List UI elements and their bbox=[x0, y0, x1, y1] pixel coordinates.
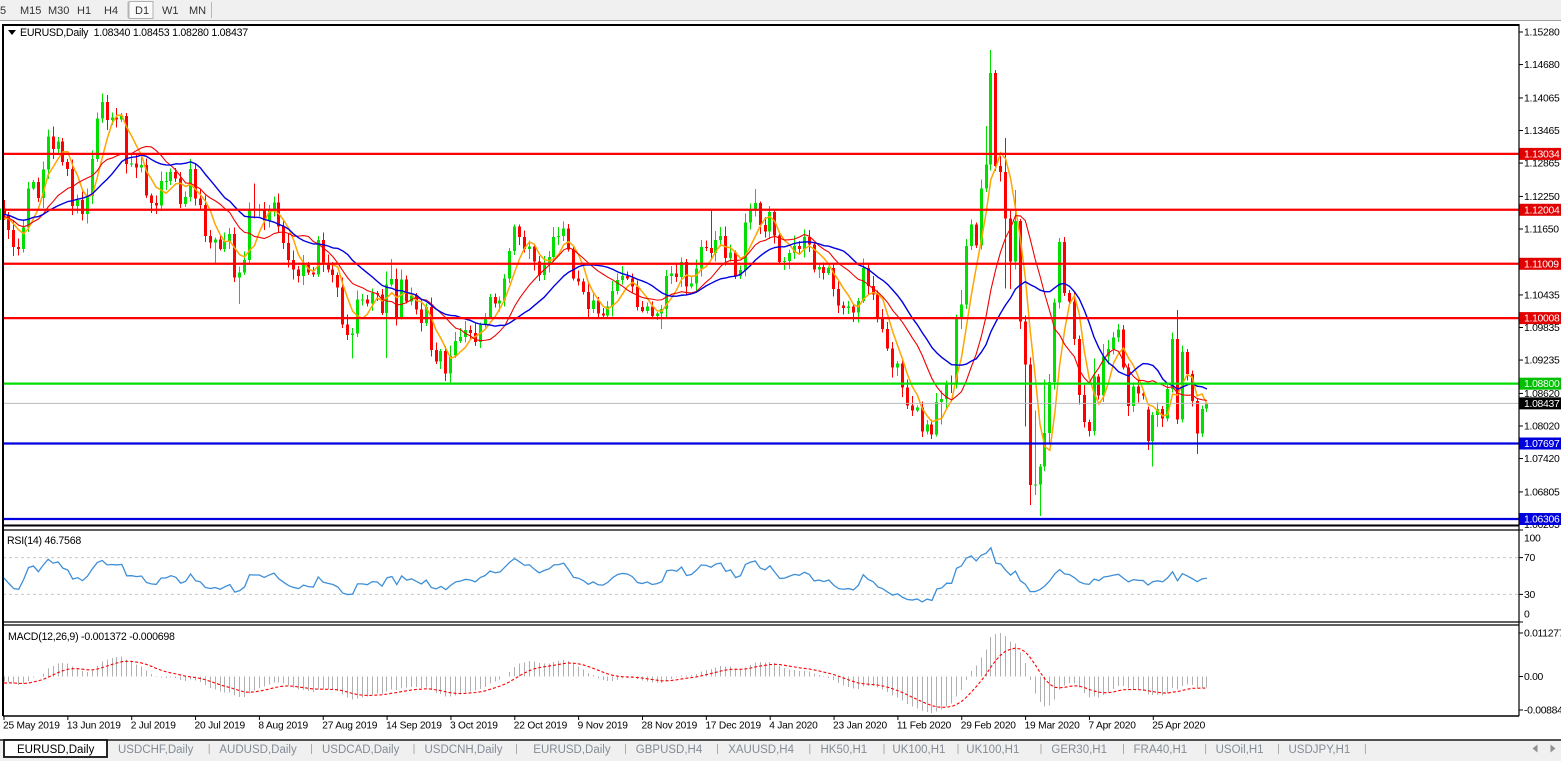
svg-text:27 Aug 2019: 27 Aug 2019 bbox=[322, 721, 378, 732]
svg-text:EURUSD,Daily 1.08340 1.08453: EURUSD,Daily 1.08340 1.08453 1.08280 1.0… bbox=[20, 27, 248, 39]
svg-text:H1: H1 bbox=[77, 5, 91, 17]
svg-text:GBPUSD,H4: GBPUSD,H4 bbox=[636, 744, 703, 756]
svg-text:MN: MN bbox=[189, 5, 206, 17]
svg-text:EURUSD,Daily: EURUSD,Daily bbox=[533, 744, 611, 756]
svg-text:1.08437: 1.08437 bbox=[1524, 399, 1560, 410]
svg-text:17 Dec 2019: 17 Dec 2019 bbox=[705, 721, 761, 732]
svg-text:1.07697: 1.07697 bbox=[1524, 439, 1560, 450]
svg-text:MACD(12,26,9) -0.001372 -0.000: MACD(12,26,9) -0.001372 -0.000698 bbox=[8, 631, 175, 643]
svg-text:2 Jul 2019: 2 Jul 2019 bbox=[131, 721, 177, 732]
svg-text:1.06205: 1.06205 bbox=[1524, 520, 1560, 531]
svg-text:25 May 2019: 25 May 2019 bbox=[3, 721, 60, 732]
svg-text:22 Oct 2019: 22 Oct 2019 bbox=[514, 721, 568, 732]
svg-text:100: 100 bbox=[1524, 534, 1541, 545]
svg-text:1.08020: 1.08020 bbox=[1524, 421, 1560, 432]
svg-text:RSI(14) 46.7568: RSI(14) 46.7568 bbox=[7, 535, 81, 547]
svg-text:0: 0 bbox=[1524, 610, 1530, 621]
svg-text:20 Jul 2019: 20 Jul 2019 bbox=[195, 721, 246, 732]
svg-text:7 Apr 2020: 7 Apr 2020 bbox=[1088, 721, 1136, 732]
svg-text:1.11650: 1.11650 bbox=[1524, 224, 1559, 235]
svg-text:1.14680: 1.14680 bbox=[1524, 60, 1560, 71]
svg-text:-0.008845: -0.008845 bbox=[1524, 706, 1561, 717]
svg-text:H4: H4 bbox=[104, 5, 118, 17]
svg-text:14 Sep 2019: 14 Sep 2019 bbox=[386, 721, 442, 732]
svg-text:XAUUSD,H4: XAUUSD,H4 bbox=[728, 744, 794, 756]
svg-text:28 Nov 2019: 28 Nov 2019 bbox=[642, 721, 698, 732]
svg-text:0.00: 0.00 bbox=[1524, 672, 1544, 683]
svg-text:1.12004: 1.12004 bbox=[1524, 205, 1560, 216]
svg-text:29 Feb 2020: 29 Feb 2020 bbox=[961, 721, 1017, 732]
svg-text:1.14065: 1.14065 bbox=[1524, 93, 1560, 104]
svg-text:70: 70 bbox=[1524, 553, 1535, 564]
svg-text:1.10435: 1.10435 bbox=[1524, 290, 1560, 301]
svg-text:1.13034: 1.13034 bbox=[1524, 149, 1560, 160]
svg-text:3 Oct 2019: 3 Oct 2019 bbox=[450, 721, 498, 732]
svg-text:AUDUSD,Daily: AUDUSD,Daily bbox=[219, 744, 297, 756]
svg-text:0.011277: 0.011277 bbox=[1524, 629, 1561, 640]
svg-text:1.12250: 1.12250 bbox=[1524, 192, 1560, 203]
svg-text:11 Feb 2020: 11 Feb 2020 bbox=[897, 721, 952, 732]
svg-text:1.09235: 1.09235 bbox=[1524, 356, 1560, 367]
svg-text:5: 5 bbox=[0, 5, 6, 17]
svg-text:9 Nov 2019: 9 Nov 2019 bbox=[578, 721, 629, 732]
svg-text:1.09835: 1.09835 bbox=[1524, 323, 1560, 334]
svg-text:1.06805: 1.06805 bbox=[1524, 487, 1560, 498]
svg-text:HK50,H1: HK50,H1 bbox=[821, 744, 868, 756]
svg-text:W1: W1 bbox=[162, 5, 179, 17]
svg-text:FRA40,H1: FRA40,H1 bbox=[1134, 744, 1188, 756]
svg-text:USDCHF,Daily: USDCHF,Daily bbox=[118, 744, 194, 756]
svg-text:30: 30 bbox=[1524, 590, 1535, 601]
svg-text:UK100,H1: UK100,H1 bbox=[966, 744, 1019, 756]
svg-text:USDJPY,H1: USDJPY,H1 bbox=[1289, 744, 1351, 756]
svg-text:1.06306: 1.06306 bbox=[1524, 515, 1560, 526]
svg-text:1.12865: 1.12865 bbox=[1524, 159, 1560, 170]
svg-text:USDCAD,Daily: USDCAD,Daily bbox=[322, 744, 400, 756]
svg-text:1.11009: 1.11009 bbox=[1524, 259, 1559, 270]
svg-text:1.10008: 1.10008 bbox=[1524, 314, 1560, 325]
svg-text:1.08800: 1.08800 bbox=[1524, 379, 1560, 390]
svg-text:8 Aug 2019: 8 Aug 2019 bbox=[258, 721, 308, 732]
svg-text:1.07420: 1.07420 bbox=[1524, 454, 1560, 465]
svg-text:GER30,H1: GER30,H1 bbox=[1051, 744, 1107, 756]
svg-text:D1: D1 bbox=[135, 5, 149, 17]
svg-text:23 Jan 2020: 23 Jan 2020 bbox=[833, 721, 887, 732]
svg-text:4 Jan 2020: 4 Jan 2020 bbox=[769, 721, 818, 732]
svg-text:EURUSD,Daily: EURUSD,Daily bbox=[17, 744, 95, 756]
svg-text:USDCNH,Daily: USDCNH,Daily bbox=[425, 744, 503, 756]
svg-text:M15: M15 bbox=[20, 5, 41, 17]
svg-text:19 Mar 2020: 19 Mar 2020 bbox=[1025, 721, 1081, 732]
svg-text:1.08620: 1.08620 bbox=[1524, 389, 1560, 400]
svg-text:1.13465: 1.13465 bbox=[1524, 126, 1560, 137]
svg-text:UK100,H1: UK100,H1 bbox=[892, 744, 945, 756]
svg-text:USOil,H1: USOil,H1 bbox=[1216, 744, 1264, 756]
svg-text:M30: M30 bbox=[48, 5, 69, 17]
svg-text:1.15280: 1.15280 bbox=[1524, 28, 1560, 39]
svg-text:25 Apr 2020: 25 Apr 2020 bbox=[1152, 721, 1205, 732]
svg-text:13 Jun 2019: 13 Jun 2019 bbox=[67, 721, 121, 732]
